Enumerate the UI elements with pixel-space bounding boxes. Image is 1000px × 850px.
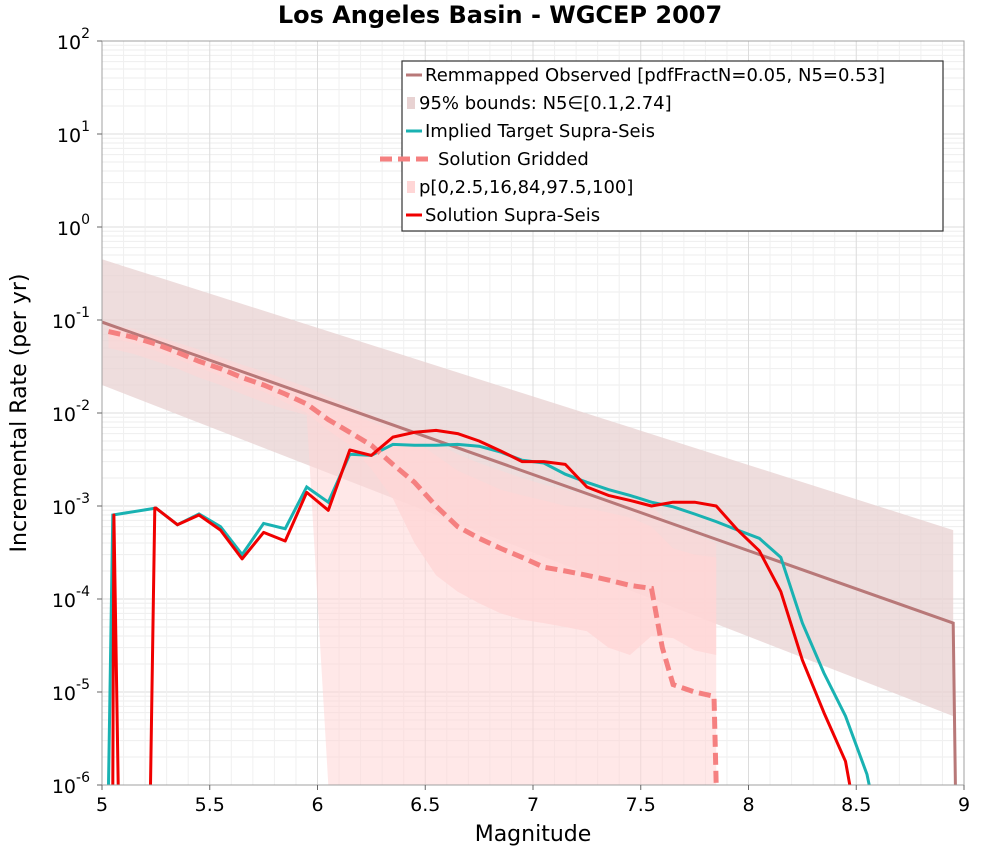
x-tick-label: 6.5 bbox=[410, 794, 440, 816]
y-tick-label: 10-1 bbox=[52, 305, 90, 333]
legend-label: 95% bounds: N5∈[0.1,2.74] bbox=[419, 93, 672, 114]
legend-swatch bbox=[407, 181, 415, 193]
y-tick-label: 10-4 bbox=[52, 584, 90, 612]
x-tick-label: 8 bbox=[742, 794, 754, 816]
legend-label: Implied Target Supra-Seis bbox=[425, 121, 655, 142]
gridded-line bbox=[107, 329, 719, 785]
y-tick-label: 10-3 bbox=[52, 491, 90, 519]
observed-line bbox=[102, 320, 957, 785]
x-tick-label: 9 bbox=[958, 794, 970, 816]
x-tick-label: 5.5 bbox=[195, 794, 225, 816]
legend: Remmapped Observed [pdfFractN=0.05, N5=0… bbox=[380, 60, 944, 232]
legend-label: Solution Supra-Seis bbox=[425, 205, 600, 226]
legend-label: Remmapped Observed [pdfFractN=0.05, N5=0… bbox=[425, 65, 885, 86]
y-axis-title: Incremental Rate (per yr) bbox=[7, 274, 32, 553]
legend-label: p[0,2.5,16,84,97.5,100] bbox=[419, 177, 633, 198]
x-tick-label: 7.5 bbox=[626, 794, 656, 816]
x-tick-label: 8.5 bbox=[841, 794, 871, 816]
legend-box bbox=[401, 60, 944, 232]
solution-line bbox=[111, 513, 120, 785]
y-tick-label: 102 bbox=[57, 26, 90, 54]
x-tick-label: 6 bbox=[311, 794, 323, 816]
x-tick-label: 7 bbox=[527, 794, 539, 816]
data-layer bbox=[102, 259, 957, 785]
y-tick-label: 10-5 bbox=[52, 677, 90, 705]
solution-line bbox=[149, 428, 852, 785]
legend-label: Solution Gridded bbox=[438, 149, 589, 170]
chart-title: Los Angeles Basin - WGCEP 2007 bbox=[278, 1, 722, 29]
y-tick-label: 10-6 bbox=[52, 770, 90, 798]
legend-swatch bbox=[407, 97, 415, 109]
percentile-band-outer bbox=[108, 324, 717, 785]
y-tick-label: 101 bbox=[57, 119, 90, 147]
y-tick-label: 10-2 bbox=[52, 398, 90, 426]
x-tick-label: 5 bbox=[96, 794, 108, 816]
x-axis-title: Magnitude bbox=[475, 822, 592, 847]
y-tick-label: 100 bbox=[57, 212, 90, 240]
ticks: 5 5.5 6 6.5 7 7.5 8 8.5 9 10-6 10-5 10-4 10-3 10-2 10-… bbox=[52, 26, 970, 816]
